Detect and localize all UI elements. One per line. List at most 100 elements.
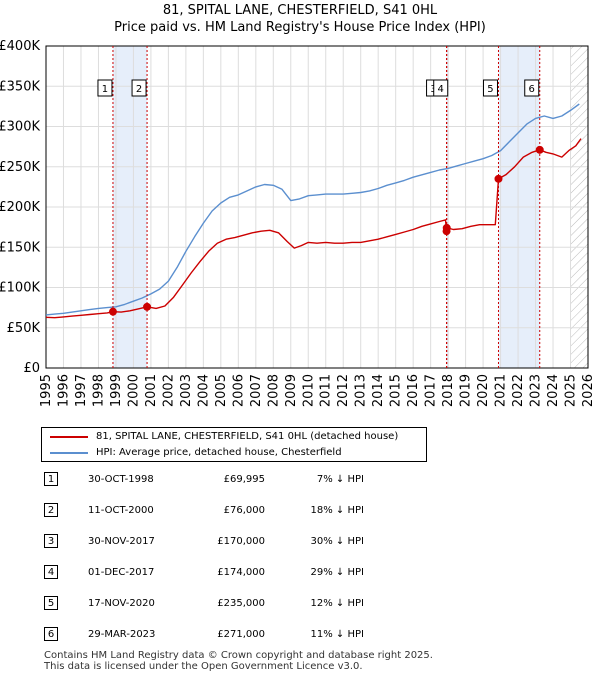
sale-price: £235,000 <box>217 598 265 609</box>
x-tick-label: 2024 <box>546 374 561 407</box>
table-row: 2 11-OCT-2000 £76,000 18% ↓ HPI <box>44 501 384 521</box>
sale-number-badge: 3 <box>44 534 58 548</box>
sale-date: 01-DEC-2017 <box>88 567 155 578</box>
sale-number-badge: 1 <box>44 472 58 486</box>
sale-price: £69,995 <box>223 474 265 485</box>
x-tick-label: 2006 <box>231 374 246 407</box>
x-tick-label: 2023 <box>529 374 544 407</box>
y-tick-label: £150K <box>0 240 40 255</box>
sale-price: £174,000 <box>217 567 265 578</box>
sale-date: 17-NOV-2020 <box>88 598 155 609</box>
sale-date: 30-OCT-1998 <box>88 474 154 485</box>
x-tick-label: 2002 <box>161 374 176 407</box>
x-tick-label: 1996 <box>56 374 71 407</box>
legend-label-hpi: HPI: Average price, detached house, Ches… <box>96 447 342 458</box>
sale-marker-box <box>131 79 147 97</box>
plot-border <box>45 45 589 369</box>
legend-swatch-hpi <box>50 452 88 454</box>
sale-date: 11-OCT-2000 <box>88 505 154 516</box>
sale-marker-number: 4 <box>438 84 444 95</box>
y-tick-label: £300K <box>0 120 40 135</box>
x-tick-label: 2013 <box>354 374 369 407</box>
y-tick-label: £250K <box>0 160 40 175</box>
x-tick-label: 2011 <box>319 374 334 407</box>
sale-number-badge: 6 <box>44 627 58 641</box>
x-tick-label: 2005 <box>214 374 229 407</box>
sale-marker-number: 5 <box>487 84 493 95</box>
subtitle-text: Price paid vs. HM Land Registry's House … <box>114 20 486 35</box>
y-tick-label: £200K <box>0 200 40 215</box>
footer-copyright: Contains HM Land Registry data © Crown c… <box>44 650 433 661</box>
legend-swatch-property <box>50 436 88 438</box>
table-row: 1 30-OCT-1998 £69,995 7% ↓ HPI <box>44 470 384 490</box>
legend-label-property: 81, SPITAL LANE, CHESTERFIELD, S41 0HL (… <box>96 431 399 442</box>
chart-title: 81, SPITAL LANE, CHESTERFIELD, S41 0HL P… <box>0 2 600 36</box>
x-tick-label: 2026 <box>581 374 596 407</box>
sale-marker-number: 2 <box>136 84 142 95</box>
sale-point <box>535 145 544 154</box>
sale-date: 29-MAR-2023 <box>88 629 156 640</box>
x-tick-label: 2022 <box>511 374 526 407</box>
sale-number-badge: 2 <box>44 503 58 517</box>
sale-hpi-diff: 30% ↓ HPI <box>310 536 364 547</box>
sale-point <box>108 307 117 316</box>
sale-date: 30-NOV-2017 <box>88 536 155 547</box>
x-tick-label: 2000 <box>126 374 141 407</box>
sale-number-badge: 4 <box>44 565 58 579</box>
x-tick-label: 2020 <box>476 374 491 407</box>
table-row: 5 17-NOV-2020 £235,000 12% ↓ HPI <box>44 594 384 614</box>
sale-point <box>442 223 451 232</box>
x-tick-label: 2017 <box>424 374 439 407</box>
property-price-line <box>45 138 582 319</box>
table-row: 4 01-DEC-2017 £174,000 29% ↓ HPI <box>44 563 384 583</box>
sale-point <box>143 302 152 311</box>
footer-license: This data is licensed under the Open Gov… <box>44 661 363 672</box>
x-tick-label: 2004 <box>196 374 211 407</box>
sale-marker-number: 1 <box>102 84 108 95</box>
x-tick-label: 2016 <box>406 374 421 407</box>
sale-marker-number: 6 <box>529 84 535 95</box>
y-tick-label: £50K <box>7 321 41 336</box>
sale-marker-box <box>482 79 498 97</box>
x-tick-label: 2015 <box>389 374 404 407</box>
x-tick-label: 2021 <box>494 374 509 407</box>
y-tick-label: £350K <box>0 79 40 94</box>
y-tick-label: £0 <box>23 361 40 376</box>
x-tick-label: 2012 <box>336 374 351 407</box>
x-tick-label: 1997 <box>74 374 89 407</box>
sale-hpi-diff: 29% ↓ HPI <box>310 567 364 578</box>
table-row: 3 30-NOV-2017 £170,000 30% ↓ HPI <box>44 532 384 552</box>
sale-price: £271,000 <box>217 629 265 640</box>
x-tick-label: 1998 <box>91 374 106 407</box>
sale-hpi-diff: 7% ↓ HPI <box>316 474 364 485</box>
sale-hpi-diff: 18% ↓ HPI <box>310 505 364 516</box>
sale-point <box>494 174 503 183</box>
x-tick-label: 2025 <box>564 374 579 407</box>
footer: Contains HM Land Registry data © Crown c… <box>44 650 433 672</box>
x-tick-label: 2010 <box>301 374 316 407</box>
sale-marker-box <box>97 79 113 97</box>
y-tick-label: £400K <box>0 39 40 54</box>
x-tick-label: 2009 <box>284 374 299 407</box>
sale-hpi-diff: 11% ↓ HPI <box>310 629 364 640</box>
price-chart: £0 £50K £100K £150K £200K £250K £300K £350K £400… <box>0 39 596 407</box>
table-row: 6 29-MAR-2023 £271,000 11% ↓ HPI <box>44 625 384 645</box>
x-tick-label: 2007 <box>249 374 264 407</box>
x-tick-label: 2019 <box>459 374 474 407</box>
x-tick-label: 1995 <box>39 374 54 407</box>
y-tick-label: £100K <box>0 281 40 296</box>
x-tick-label: 1999 <box>109 374 124 407</box>
x-tick-label: 2008 <box>266 374 281 407</box>
x-tick-label: 2018 <box>441 374 456 407</box>
x-tick-label: 2014 <box>371 374 386 407</box>
sale-price: £76,000 <box>223 505 265 516</box>
hpi-line <box>45 103 580 316</box>
sale-price: £170,000 <box>217 536 265 547</box>
legend: 81, SPITAL LANE, CHESTERFIELD, S41 0HL (… <box>41 427 427 462</box>
sale-marker-box <box>433 79 449 97</box>
sale-marker-box <box>524 79 540 97</box>
sale-number-badge: 5 <box>44 596 58 610</box>
sale-hpi-diff: 12% ↓ HPI <box>310 598 364 609</box>
title-text: 81, SPITAL LANE, CHESTERFIELD, S41 0HL <box>162 3 438 18</box>
x-tick-label: 2003 <box>179 374 194 407</box>
